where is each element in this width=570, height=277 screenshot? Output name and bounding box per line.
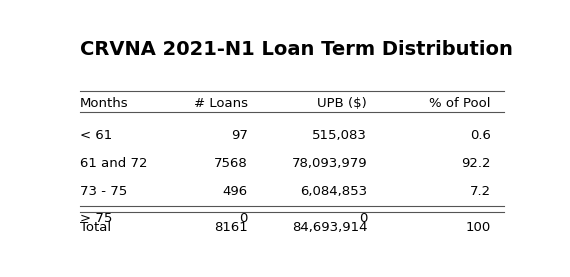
- Text: 78,093,979: 78,093,979: [292, 157, 367, 170]
- Text: 0: 0: [359, 212, 367, 225]
- Text: 100: 100: [466, 221, 491, 234]
- Text: 7.2: 7.2: [470, 185, 491, 198]
- Text: 97: 97: [231, 129, 248, 142]
- Text: 84,693,914: 84,693,914: [292, 221, 367, 234]
- Text: # Loans: # Loans: [194, 97, 248, 110]
- Text: % of Pool: % of Pool: [429, 97, 491, 110]
- Text: 6,084,853: 6,084,853: [300, 185, 367, 198]
- Text: 8161: 8161: [214, 221, 248, 234]
- Text: > 75: > 75: [80, 212, 112, 225]
- Text: 73 - 75: 73 - 75: [80, 185, 127, 198]
- Text: 7568: 7568: [214, 157, 248, 170]
- Text: Total: Total: [80, 221, 111, 234]
- Text: 92.2: 92.2: [461, 157, 491, 170]
- Text: UPB ($): UPB ($): [317, 97, 367, 110]
- Text: 61 and 72: 61 and 72: [80, 157, 148, 170]
- Text: CRVNA 2021-N1 Loan Term Distribution: CRVNA 2021-N1 Loan Term Distribution: [80, 40, 513, 59]
- Text: < 61: < 61: [80, 129, 112, 142]
- Text: 496: 496: [223, 185, 248, 198]
- Text: 0: 0: [239, 212, 248, 225]
- Text: 0.6: 0.6: [470, 129, 491, 142]
- Text: Months: Months: [80, 97, 129, 110]
- Text: 515,083: 515,083: [312, 129, 367, 142]
